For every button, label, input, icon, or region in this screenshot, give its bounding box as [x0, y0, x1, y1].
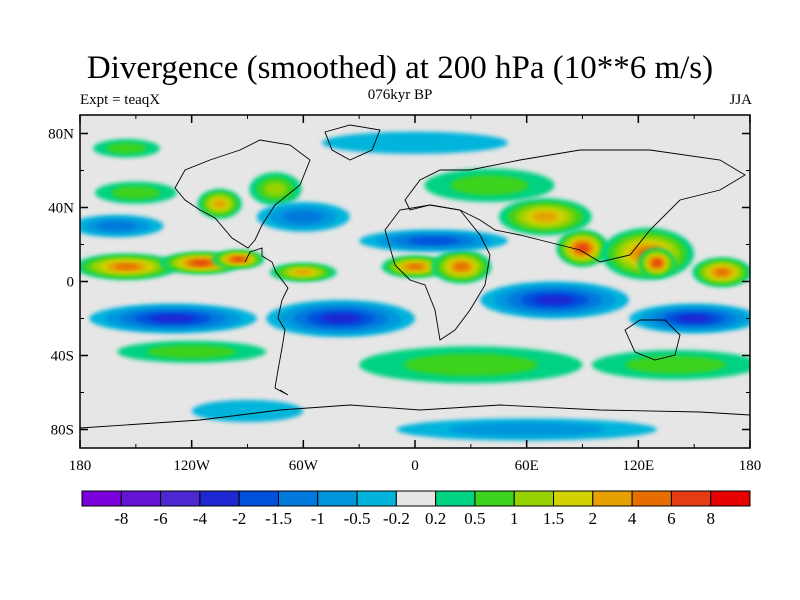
colorbar-label: -4 [193, 509, 208, 528]
divergence-contour-22-1 [147, 345, 237, 359]
eurasia-coast [404, 149, 746, 263]
x-tick-label: 120W [173, 458, 211, 474]
divergence-contour-13-1 [450, 175, 529, 196]
x-tick-label: 180 [69, 458, 92, 474]
longitude-axis: 180 120W 60W 0 60E 120E 180 [69, 115, 762, 474]
colorbar-label: -1 [311, 509, 325, 528]
colorbar-box [81, 490, 122, 507]
divergence-contour-3-4 [294, 269, 313, 275]
divergence-field [80, 131, 750, 441]
colorbar-label: -0.5 [344, 509, 371, 528]
y-tick-label: 0 [67, 275, 75, 291]
colorbar-box [120, 490, 162, 507]
divergence-contour-2-6 [233, 257, 244, 262]
divergence-contour-20-2 [97, 221, 138, 231]
period-label: 076kyr BP [367, 87, 433, 103]
divergence-contour-8-6 [653, 260, 661, 266]
divergence-contour-26-1 [448, 422, 605, 437]
divergence-contour-19-4 [676, 314, 712, 323]
colorbar-label: -6 [154, 509, 168, 528]
x-tick-label: 0 [411, 458, 419, 474]
divergence-contour-0-5 [114, 263, 139, 270]
south-america-coast [244, 247, 289, 396]
divergence-contour-10-4 [532, 211, 558, 222]
divergence-contour-27-0 [321, 131, 509, 154]
divergence-contour-21-2 [283, 210, 324, 224]
y-tick-label: 80N [48, 127, 74, 143]
divergence-contour-1-6 [192, 260, 210, 266]
colorbar-label: 1 [510, 509, 519, 528]
colorbar-label: 2 [589, 509, 598, 528]
greenland-coast [324, 124, 381, 161]
y-tick-label: 80S [51, 423, 74, 439]
colorbar-box [238, 490, 279, 507]
divergence-contour-15-4 [150, 314, 196, 323]
divergence-contour-11-4 [213, 199, 226, 208]
colorbar-box [199, 490, 240, 507]
x-tick-label: 120E [622, 458, 654, 474]
colorbar-box [435, 490, 476, 507]
divergence-contour-9-5 [715, 268, 729, 276]
colorbar-label: 0.2 [425, 509, 446, 528]
colorbar-label: 0.5 [464, 509, 485, 528]
colorbar-box [356, 490, 397, 507]
x-tick-label: 180 [739, 458, 762, 474]
season-label: JJA [729, 92, 752, 108]
x-tick-label: 60W [289, 458, 319, 474]
divergence-contour-18-4 [534, 295, 575, 305]
colorbar-label: -0.2 [383, 509, 410, 528]
experiment-label: Expt = teaqX [80, 92, 161, 108]
colorbar-box [631, 490, 672, 507]
australia-coast [624, 319, 681, 361]
divergence-contour-6-6 [577, 244, 588, 252]
divergence-contour-16-4 [320, 313, 361, 324]
colorbar: -8 -6 -4 -2 -1.5 -1 -0.5 -0.2 0.2 0.5 1 1.5 2 4 6 8 [81, 490, 751, 528]
colorbar-box [317, 490, 358, 507]
latitude-axis: 80N 40N 0 40S 80S [48, 127, 750, 439]
colorbar-box [592, 490, 633, 507]
divergence-contour-5-5 [454, 262, 469, 271]
antarctica-coast [80, 404, 750, 429]
colorbar-box [160, 490, 201, 507]
y-tick-label: 40N [48, 201, 74, 217]
divergence-contour-4-5 [407, 264, 423, 270]
colorbar-box [710, 490, 751, 507]
colorbar-box [513, 490, 555, 507]
colorbar-box [553, 490, 594, 507]
divergence-contour-14-1 [111, 186, 161, 200]
divergence-contour-24-1 [625, 355, 726, 374]
y-tick-label: 40S [51, 349, 74, 365]
x-tick-label: 60E [515, 458, 539, 474]
colorbar-label: -8 [114, 509, 128, 528]
colorbar-box [395, 490, 437, 507]
north-america-coast [174, 139, 311, 249]
colorbar-label: 4 [628, 509, 637, 528]
colorbar-label: -1.5 [265, 509, 292, 528]
divergence-contour-23-1 [403, 353, 538, 376]
map-title: Divergence (smoothed) at 200 hPa (10**6 … [86, 50, 714, 86]
colorbar-label: 8 [706, 509, 715, 528]
coastlines [80, 124, 750, 429]
colorbar-label: 6 [667, 509, 676, 528]
colorbar-box [277, 490, 319, 507]
colorbar-label: 1.5 [543, 509, 564, 528]
colorbar-box [474, 490, 515, 507]
colorbar-box [670, 490, 712, 507]
divergence-contour-28-1 [106, 142, 147, 154]
divergence-contour-25-0 [191, 399, 304, 423]
colorbar-label: -2 [232, 509, 246, 528]
divergence-contour-17-3 [408, 237, 459, 245]
divergence-contour-12-2 [264, 181, 287, 197]
